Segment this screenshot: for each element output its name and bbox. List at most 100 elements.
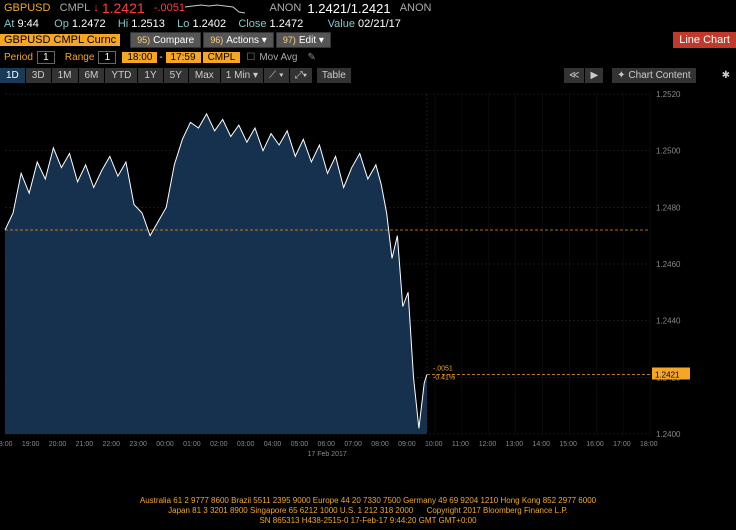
value-lbl: Value: [328, 18, 355, 30]
period-row: Period 1 Range 1 18:00 - 17:59 CMPL ☐ Mo…: [0, 48, 736, 66]
svg-text:05:00: 05:00: [291, 441, 309, 448]
pencil-icon[interactable]: ✎: [308, 52, 316, 63]
svg-text:18:00: 18:00: [640, 441, 658, 448]
change: -.0051: [154, 2, 185, 14]
svg-text:1.2400: 1.2400: [656, 430, 681, 439]
footer-l1: Australia 61 2 9777 8600 Brazil 5511 239…: [0, 496, 736, 506]
tab-1d[interactable]: 1D: [0, 68, 25, 83]
svg-text:23:00: 23:00: [129, 441, 147, 448]
svg-text:18:00: 18:00: [0, 441, 13, 448]
svg-text:1.2500: 1.2500: [656, 147, 681, 156]
time-start[interactable]: 18:00: [122, 52, 157, 63]
op-val: 1.2472: [72, 18, 106, 30]
svg-text:17 Feb 2017: 17 Feb 2017: [308, 451, 347, 458]
tab-1m[interactable]: 1M: [52, 68, 78, 83]
lo-lbl: Lo: [177, 18, 189, 30]
footer-l2b: Copyright 2017 Bloomberg Finance L.P.: [427, 506, 568, 515]
svg-text:07:00: 07:00: [344, 441, 362, 448]
op-lbl: Op: [54, 18, 69, 30]
lo-val: 1.2402: [192, 18, 226, 30]
svg-text:09:00: 09:00: [398, 441, 416, 448]
ticker-cmd[interactable]: GBPUSD CMPL Curnc: [0, 34, 120, 46]
movavg-check[interactable]: ☐: [246, 52, 255, 63]
close-val: 1.2472: [270, 18, 304, 30]
svg-text:22:00: 22:00: [103, 441, 121, 448]
ticker: GBPUSD: [4, 2, 50, 14]
svg-text:10:00: 10:00: [425, 441, 443, 448]
svg-text:21:00: 21:00: [76, 441, 94, 448]
movavg-lbl: Mov Avg: [259, 52, 297, 63]
tab-max[interactable]: Max: [189, 68, 220, 83]
tab-1y[interactable]: 1Y: [138, 68, 162, 83]
close-lbl: Close: [238, 18, 266, 30]
edit-button[interactable]: 97)Edit ▾: [276, 32, 331, 48]
rewind-button[interactable]: ≪: [564, 68, 584, 83]
svg-text:20:00: 20:00: [49, 441, 67, 448]
bid: 1.2421: [307, 1, 347, 16]
cmpl-label: CMPL: [60, 2, 91, 14]
header-row-1: GBPUSD CMPL ↓ 1.2421 -.0051 ANON 1.2421 …: [0, 0, 736, 16]
svg-text:-.0051: -.0051: [433, 366, 453, 373]
svg-text:17:00: 17:00: [613, 441, 631, 448]
svg-text:02:00: 02:00: [210, 441, 228, 448]
tab-6m[interactable]: 6M: [79, 68, 105, 83]
svg-text:03:00: 03:00: [237, 441, 255, 448]
svg-text:12:00: 12:00: [479, 441, 497, 448]
hi-val: 1.2513: [131, 18, 165, 30]
svg-text:08:00: 08:00: [371, 441, 389, 448]
time-end[interactable]: 17:59: [166, 52, 201, 63]
anon1: ANON: [269, 2, 301, 14]
header-row-2: At 9:44 Op 1.2472 Hi 1.2513 Lo 1.2402 Cl…: [0, 16, 736, 32]
range-input[interactable]: 1: [98, 51, 116, 64]
footer-l3: SN 865313 H438-2515-0 17-Feb-17 9:44:20 …: [0, 516, 736, 526]
svg-text:19:00: 19:00: [22, 441, 40, 448]
svg-text:01:00: 01:00: [183, 441, 201, 448]
table-button[interactable]: Table: [317, 68, 351, 83]
footer: Australia 61 2 9777 8600 Brazil 5511 239…: [0, 492, 736, 530]
svg-text:1.2520: 1.2520: [656, 90, 681, 99]
period-lbl: Period: [4, 52, 33, 63]
period-input[interactable]: 1: [37, 51, 55, 64]
compare-button[interactable]: 95)Compare: [130, 32, 201, 48]
svg-text:1.2460: 1.2460: [656, 260, 681, 269]
timeframe-tabs: 1D3D1M6MYTD1Y5YMax 1 Min ▾ ⟋ ▾ ⤢▾ Table …: [0, 66, 736, 84]
command-bar: GBPUSD CMPL Curnc 95)Compare 96)Actions …: [0, 32, 736, 48]
settings-button[interactable]: ✱: [717, 68, 735, 83]
cmpl-btn[interactable]: CMPL: [203, 52, 241, 63]
interval-select[interactable]: 1 Min ▾: [221, 68, 263, 83]
chart-content-button[interactable]: ✦ Chart Content: [612, 68, 695, 83]
tab-3d[interactable]: 3D: [26, 68, 51, 83]
at-val: 9:44: [17, 18, 38, 30]
svg-text:-0.41%: -0.41%: [433, 375, 455, 382]
sparkline: [185, 1, 245, 15]
svg-text:06:00: 06:00: [318, 441, 336, 448]
svg-text:16:00: 16:00: [586, 441, 604, 448]
svg-text:14:00: 14:00: [533, 441, 551, 448]
play-button[interactable]: ▶: [585, 68, 603, 83]
svg-text:15:00: 15:00: [559, 441, 577, 448]
range-lbl: Range: [65, 52, 94, 63]
svg-text:1.2480: 1.2480: [656, 203, 681, 212]
chart-type-label: Line Chart: [673, 32, 736, 48]
last-price: 1.2421: [102, 0, 145, 16]
svg-text:00:00: 00:00: [156, 441, 174, 448]
footer-l2a: Japan 81 3 3201 8900 Singapore 65 6212 1…: [168, 506, 413, 515]
tool1[interactable]: ⤢▾: [290, 68, 312, 83]
actions-button[interactable]: 96)Actions ▾: [203, 32, 274, 48]
svg-text:04:00: 04:00: [264, 441, 282, 448]
svg-text:1.2421: 1.2421: [655, 371, 680, 380]
dash: -: [159, 52, 162, 63]
at-lbl: At: [4, 18, 14, 30]
ask: 1.2421: [351, 1, 391, 16]
chart-area[interactable]: 1.24001.24201.24401.24601.24801.25001.25…: [0, 84, 736, 494]
tab-ytd[interactable]: YTD: [105, 68, 137, 83]
svg-text:13:00: 13:00: [506, 441, 524, 448]
svg-text:1.2440: 1.2440: [656, 317, 681, 326]
value-val: 02/21/17: [358, 18, 401, 30]
arrow-down-icon: ↓: [93, 2, 99, 14]
tab-5y[interactable]: 5Y: [164, 68, 188, 83]
chartstyle-select[interactable]: ⟋ ▾: [264, 68, 289, 83]
anon2: ANON: [400, 2, 432, 14]
svg-text:11:00: 11:00: [452, 441, 469, 448]
hi-lbl: Hi: [118, 18, 128, 30]
